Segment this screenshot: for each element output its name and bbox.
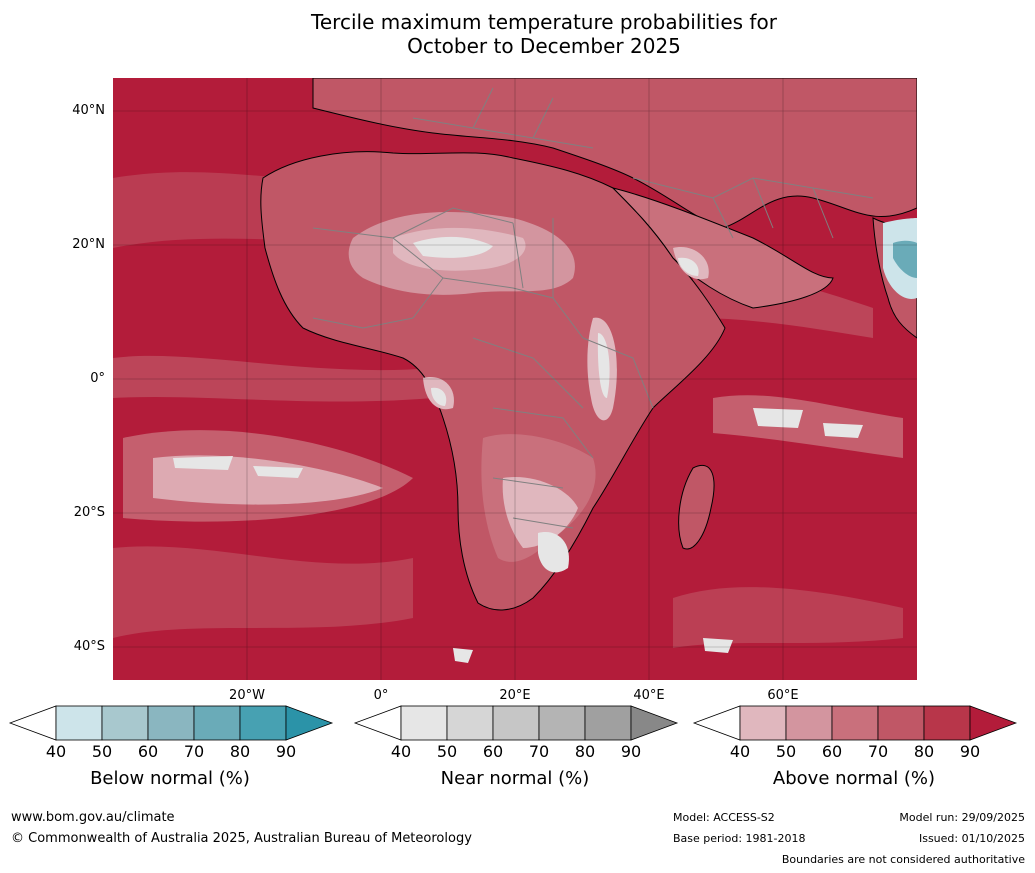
- colorbar-above-normal: [692, 705, 1018, 741]
- lon-label-0: 0°: [373, 688, 389, 703]
- lon-label-20e: 20°E: [499, 688, 531, 703]
- colorbar-below-tick-40: 40: [45, 742, 67, 761]
- lon-label-60e: 60°E: [767, 688, 799, 703]
- colorbar-above-segment-70: [877, 705, 925, 741]
- colorbar-near-tick-90: 90: [620, 742, 642, 761]
- colorbar-near-tick-40: 40: [390, 742, 412, 761]
- lat-label-20n: 20°N: [72, 237, 105, 252]
- colorbar-below-tick-80: 80: [229, 742, 251, 761]
- lat-label-20s: 20°S: [73, 505, 105, 520]
- colorbar-near-extend-high: [630, 705, 679, 741]
- lat-label-0: 0°: [90, 371, 105, 386]
- probability-map[interactable]: [113, 78, 917, 680]
- colorbar-above-segment-40: [739, 705, 787, 741]
- colorbar-near-segment-70: [538, 705, 586, 741]
- colorbar-below-tick-50: 50: [91, 742, 113, 761]
- colorbar-below-segment-40: [55, 705, 103, 741]
- colorbar-below-normal: [8, 705, 334, 741]
- colorbar-near-segment-60: [492, 705, 540, 741]
- colorbar-above-tick-40: 40: [729, 742, 751, 761]
- colorbar-near-tick-60: 60: [482, 742, 504, 761]
- footer-issued: Issued: 01/10/2025: [918, 832, 1025, 845]
- colorbar-label-above: Above normal (%): [772, 768, 936, 789]
- colorbar-label-below: Below normal (%): [90, 768, 250, 789]
- footer-copyright: © Commonwealth of Australia 2025, Austra…: [11, 831, 472, 846]
- colorbar-below-svg: [8, 705, 334, 741]
- lon-label-40e: 40°E: [633, 688, 665, 703]
- colorbar-near-tick-80: 80: [574, 742, 596, 761]
- title-line-2: October to December 2025: [407, 34, 681, 58]
- colorbar-near-extend-low: [353, 705, 402, 741]
- colorbar-near-svg: [353, 705, 679, 741]
- colorbar-above-extend-low: [692, 705, 741, 741]
- colorbar-near-normal: [353, 705, 679, 741]
- colorbar-near-tick-70: 70: [528, 742, 550, 761]
- colorbar-above-segment-50: [785, 705, 833, 741]
- colorbar-above-tick-70: 70: [867, 742, 889, 761]
- colorbar-above-segment-60: [831, 705, 879, 741]
- colorbar-above-tick-50: 50: [775, 742, 797, 761]
- colorbar-above-segment-80: [923, 705, 971, 741]
- colorbar-near-segment-40: [400, 705, 448, 741]
- lon-label-20w: 20°W: [229, 688, 265, 703]
- colorbar-above-svg: [692, 705, 1018, 741]
- lat-label-40n: 40°N: [72, 103, 105, 118]
- colorbar-below-segment-80: [239, 705, 287, 741]
- footer-model-run: Model run: 29/09/2025: [899, 811, 1025, 824]
- colorbar-above-tick-80: 80: [913, 742, 935, 761]
- colorbar-below-segment-60: [147, 705, 195, 741]
- colorbar-below-extend-low: [8, 705, 57, 741]
- map-canvas: [113, 78, 917, 680]
- footer-website[interactable]: www.bom.gov.au/climate: [11, 810, 175, 825]
- colorbar-below-extend-high: [285, 705, 334, 741]
- title-line-1: Tercile maximum temperature probabilitie…: [311, 10, 777, 34]
- colorbar-near-segment-50: [446, 705, 494, 741]
- colorbar-above-tick-90: 90: [959, 742, 981, 761]
- colorbar-below-tick-70: 70: [183, 742, 205, 761]
- colorbar-label-near: Near normal (%): [440, 768, 590, 789]
- colorbar-below-tick-60: 60: [137, 742, 159, 761]
- footer-model: Model: ACCESS-S2: [673, 811, 775, 824]
- colorbar-above-extend-high: [969, 705, 1018, 741]
- colorbar-below-tick-90: 90: [275, 742, 297, 761]
- lat-label-40s: 40°S: [73, 639, 105, 654]
- colorbar-near-tick-50: 50: [436, 742, 458, 761]
- footer-base-period: Base period: 1981-2018: [673, 832, 806, 845]
- colorbar-above-tick-60: 60: [821, 742, 843, 761]
- footer-boundaries-note: Boundaries are not considered authoritat…: [781, 853, 1025, 866]
- chart-title: Tercile maximum temperature probabilitie…: [0, 10, 1035, 58]
- colorbar-below-segment-70: [193, 705, 241, 741]
- colorbar-near-segment-80: [584, 705, 632, 741]
- colorbar-below-segment-50: [101, 705, 149, 741]
